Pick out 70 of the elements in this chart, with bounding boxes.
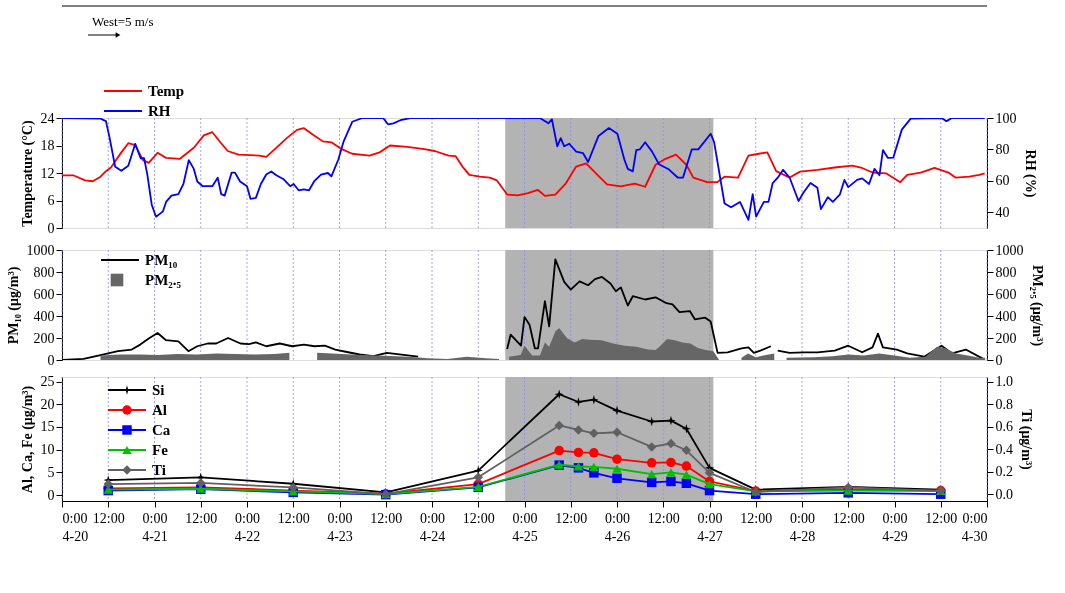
y-tick-label: 800 xyxy=(33,264,55,280)
x-tick-label: 12:00 xyxy=(925,510,958,526)
y2-tick-label: 0.2 xyxy=(995,464,1013,480)
y2-axis-title: PM₂.₅ (μg/m³) xyxy=(1028,264,1045,347)
legend-label: Ca xyxy=(152,422,171,438)
x-tick-label: 12:00 xyxy=(92,510,125,526)
y2-tick-label: 0.0 xyxy=(995,486,1013,502)
y2-axis-title: Ti (μg/m³) xyxy=(1018,409,1034,471)
legend-label: Fe xyxy=(152,442,169,458)
legend-label: Al xyxy=(152,402,167,418)
y2-tick-label: 0.6 xyxy=(995,419,1013,435)
x-tick-label: 0:00 4-29 xyxy=(882,510,908,544)
x-tick-label: 0:00 4-23 xyxy=(327,510,353,544)
y2-tick-label: 100 xyxy=(995,110,1017,126)
x-tick-label: 0:00 4-20 xyxy=(62,510,89,544)
legend-label: PM₂.₅ xyxy=(145,272,182,288)
y-tick-label: 25 xyxy=(40,374,55,390)
x-tick-label: 0:00 4-30 xyxy=(961,510,988,544)
y-tick-label: 0 xyxy=(47,220,55,236)
legend-label: Temp xyxy=(148,83,185,99)
y2-axis-title: RH (%) xyxy=(1021,149,1038,198)
legend-label: Si xyxy=(152,382,165,398)
x-tick-label: 0:00 4-26 xyxy=(604,510,631,544)
y2-tick-label: 0.8 xyxy=(995,396,1013,412)
y-tick-label: 0 xyxy=(47,352,55,368)
x-tick-label: 0:00 4-24 xyxy=(419,510,446,544)
text: West=5 m/s xyxy=(92,14,154,29)
y-tick-label: 5 xyxy=(47,464,55,480)
y2-tick-label: 400 xyxy=(995,308,1017,324)
y-axis-title: Temperature (°C) xyxy=(19,120,36,227)
x-tick-label: 12:00 xyxy=(555,510,588,526)
y2-tick-label: 1.0 xyxy=(995,374,1013,390)
y-tick-label: 1000 xyxy=(26,242,55,258)
x-tick-label: 0:00 4-22 xyxy=(234,510,261,544)
y-axis-title: PM₁₀ (μg/m³) xyxy=(5,266,22,345)
x-tick-label: 12:00 xyxy=(185,510,218,526)
y2-tick-label: 800 xyxy=(995,264,1017,280)
legend-label: PM₁₀ xyxy=(145,252,178,268)
x-tick-label: 12:00 xyxy=(740,510,773,526)
legend-label: Ti xyxy=(152,462,166,478)
y2-tick-label: 200 xyxy=(995,330,1017,346)
x-tick-label: 12:00 xyxy=(462,510,495,526)
x-tick-label: 0:00 4-27 xyxy=(697,510,723,544)
y2-tick-label: 40 xyxy=(995,204,1010,220)
x-tick-label: 0:00 4-21 xyxy=(142,510,168,544)
x-tick-label: 12:00 xyxy=(832,510,865,526)
x-tick-label: 12:00 xyxy=(370,510,403,526)
y-tick-label: 15 xyxy=(40,419,55,435)
legend-label: RH xyxy=(148,103,171,119)
y-tick-label: 0 xyxy=(47,487,55,503)
y-tick-label: 400 xyxy=(33,308,55,324)
x-tick-label: 12:00 xyxy=(277,510,310,526)
y-tick-label: 12 xyxy=(40,165,55,181)
y-tick-label: 10 xyxy=(40,442,55,458)
y2-tick-label: 0.4 xyxy=(995,441,1013,457)
y2-tick-label: 1000 xyxy=(995,242,1024,258)
x-tick-label: 0:00 4-28 xyxy=(789,510,816,544)
y-axis-title: Al, Ca, Fe (μg/m³) xyxy=(19,385,36,494)
y2-tick-label: 60 xyxy=(995,173,1010,189)
y2-tick-label: 80 xyxy=(995,141,1010,157)
y-tick-label: 6 xyxy=(47,193,55,208)
y-tick-label: 600 xyxy=(33,286,55,302)
y2-tick-label: 0 xyxy=(995,352,1003,368)
y-tick-label: 20 xyxy=(40,396,55,412)
y-tick-label: 18 xyxy=(40,138,55,153)
y-tick-label: 200 xyxy=(33,330,55,346)
x-tick-label: 12:00 xyxy=(647,510,680,526)
y-tick-label: 24 xyxy=(40,110,55,126)
y2-tick-label: 600 xyxy=(995,286,1017,302)
x-tick-label: 0:00 4-25 xyxy=(512,510,538,544)
